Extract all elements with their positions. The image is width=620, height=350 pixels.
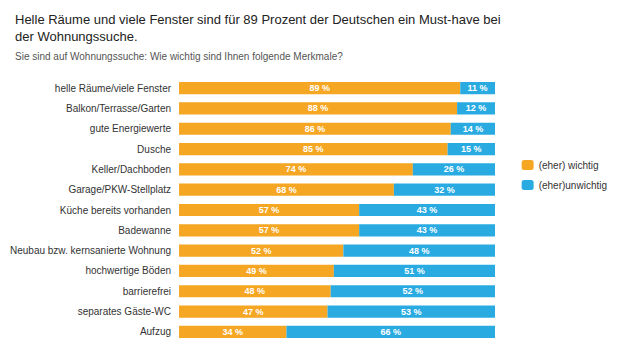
svg-text:32 %: 32 % <box>434 185 455 195</box>
svg-text:48 %: 48 % <box>409 246 430 256</box>
svg-text:(eher)unwichtig: (eher)unwichtig <box>539 180 607 191</box>
svg-text:53 %: 53 % <box>401 307 422 317</box>
svg-text:26 %: 26 % <box>444 164 465 174</box>
svg-text:57 %: 57 % <box>259 225 280 235</box>
svg-text:85 %: 85 % <box>303 144 324 154</box>
svg-text:88 %: 88 % <box>308 103 329 113</box>
svg-text:52 %: 52 % <box>251 246 272 256</box>
svg-text:Keller/Dachboden: Keller/Dachboden <box>92 164 172 175</box>
svg-text:11 %: 11 % <box>468 83 488 93</box>
svg-text:47 %: 47 % <box>243 307 264 317</box>
svg-text:34 %: 34 % <box>222 327 243 337</box>
svg-text:separates Gäste-WC: separates Gäste-WC <box>78 306 171 317</box>
svg-text:Garage/PKW-Stellplatz: Garage/PKW-Stellplatz <box>68 184 171 195</box>
svg-text:15 %: 15 % <box>461 144 482 154</box>
svg-text:Sie sind auf Wohnungssuche: Wi: Sie sind auf Wohnungssuche: Wie wichtig … <box>15 51 343 62</box>
svg-text:12 %: 12 % <box>466 103 487 113</box>
svg-text:gute Energiewerte: gute Energiewerte <box>90 123 172 134</box>
svg-text:Neubau bzw. kernsanierte Wohnu: Neubau bzw. kernsanierte Wohnung <box>10 245 171 256</box>
svg-text:86 %: 86 % <box>305 124 326 134</box>
svg-text:74 %: 74 % <box>286 164 307 174</box>
svg-text:Küche bereits vorhanden: Küche bereits vorhanden <box>60 205 171 216</box>
svg-text:Dusche: Dusche <box>137 144 171 155</box>
svg-text:helle Räume/viele Fenster: helle Räume/viele Fenster <box>55 83 172 94</box>
svg-text:51 %: 51 % <box>404 266 425 276</box>
svg-text:66 %: 66 % <box>380 327 401 337</box>
svg-text:hochwertige Böden: hochwertige Böden <box>85 265 171 276</box>
svg-text:Aufzug: Aufzug <box>140 326 171 337</box>
svg-text:68 %: 68 % <box>276 185 297 195</box>
svg-text:49 %: 49 % <box>246 266 267 276</box>
svg-text:Helle Räume und viele Fenster: Helle Räume und viele Fenster sind für 8… <box>15 12 501 27</box>
svg-text:der Wohnungssuche.: der Wohnungssuche. <box>15 29 138 44</box>
svg-text:43 %: 43 % <box>417 205 438 215</box>
svg-text:89 %: 89 % <box>309 83 330 93</box>
svg-text:Badewanne: Badewanne <box>118 225 171 236</box>
svg-text:14 %: 14 % <box>463 124 484 134</box>
svg-text:48 %: 48 % <box>245 286 266 296</box>
svg-text:43 %: 43 % <box>417 225 438 235</box>
svg-text:(eher) wichtig: (eher) wichtig <box>539 160 599 171</box>
svg-text:52 %: 52 % <box>403 286 424 296</box>
svg-text:57 %: 57 % <box>259 205 280 215</box>
svg-text:barrierefrei: barrierefrei <box>123 286 171 297</box>
svg-text:Balkon/Terrasse/Garten: Balkon/Terrasse/Garten <box>66 103 171 114</box>
